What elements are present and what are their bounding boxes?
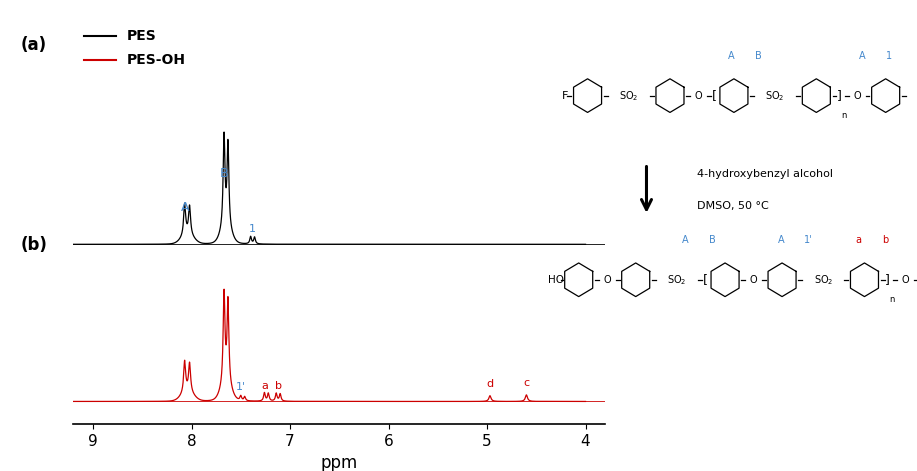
Text: 1': 1' xyxy=(804,235,812,245)
Text: d: d xyxy=(486,379,493,389)
Text: O: O xyxy=(901,275,909,285)
Text: DMSO, 50 °C: DMSO, 50 °C xyxy=(697,201,768,211)
Text: [: [ xyxy=(712,89,716,102)
Text: A: A xyxy=(859,50,866,61)
Text: SO$_2$: SO$_2$ xyxy=(668,273,687,287)
Text: B: B xyxy=(709,235,715,245)
Text: PES-OH: PES-OH xyxy=(127,53,185,66)
Text: A: A xyxy=(182,201,190,214)
Text: [: [ xyxy=(702,273,708,286)
Text: ]: ] xyxy=(885,273,890,286)
Text: c: c xyxy=(524,378,529,388)
Text: 1': 1' xyxy=(236,382,246,392)
Text: 1: 1 xyxy=(886,50,892,61)
Text: n: n xyxy=(889,295,895,304)
Text: (a): (a) xyxy=(20,36,46,54)
Text: O: O xyxy=(695,90,702,101)
Text: B: B xyxy=(755,50,761,61)
Text: ]: ] xyxy=(837,89,842,102)
Text: b: b xyxy=(882,235,889,245)
Text: b: b xyxy=(275,382,282,391)
Text: SO$_2$: SO$_2$ xyxy=(813,273,833,287)
Text: SO$_2$: SO$_2$ xyxy=(766,89,785,103)
Text: O: O xyxy=(854,90,861,101)
Text: 1: 1 xyxy=(249,224,256,235)
Text: 4-hydroxybenzyl alcohol: 4-hydroxybenzyl alcohol xyxy=(697,169,833,179)
Text: n: n xyxy=(842,111,846,120)
Text: A: A xyxy=(681,235,689,245)
Text: O: O xyxy=(750,275,757,285)
Text: F: F xyxy=(562,90,569,101)
Text: O: O xyxy=(603,275,611,285)
Text: HO: HO xyxy=(548,275,564,285)
X-axis label: ppm: ppm xyxy=(321,454,358,471)
Text: A: A xyxy=(778,235,785,245)
Text: B: B xyxy=(220,167,228,180)
Text: SO$_2$: SO$_2$ xyxy=(619,89,638,103)
Text: (b): (b) xyxy=(20,236,47,254)
Text: A: A xyxy=(728,50,735,61)
Text: PES: PES xyxy=(127,29,156,42)
Text: a: a xyxy=(261,381,268,391)
Text: a: a xyxy=(856,235,861,245)
